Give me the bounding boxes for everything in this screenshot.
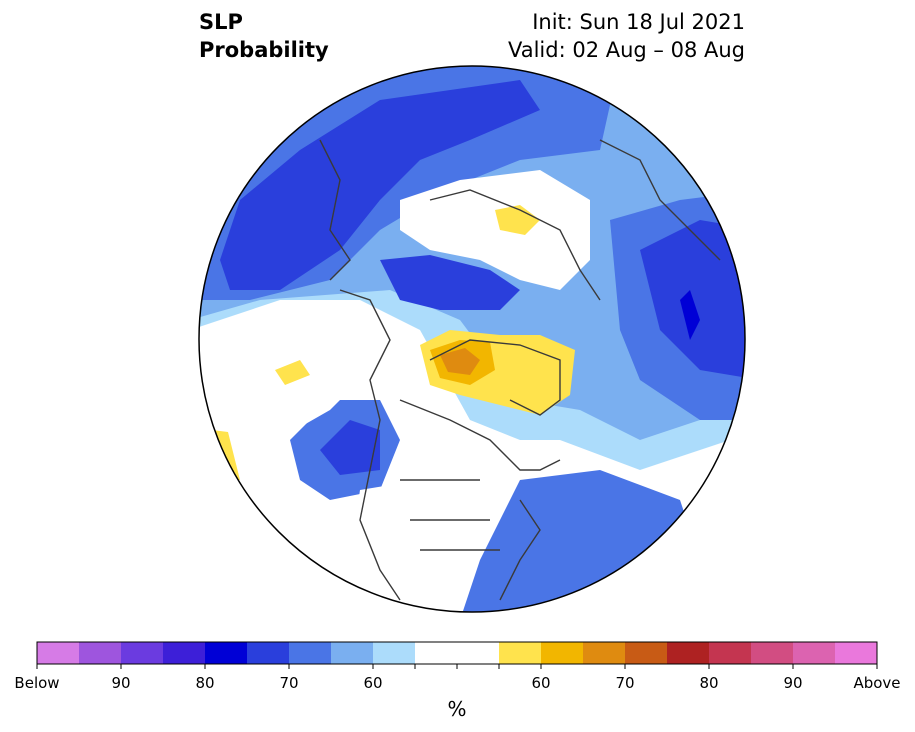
colorbar-swatch — [37, 642, 80, 664]
colorbar-swatch — [667, 642, 710, 664]
colorbar-tick-label: Below — [14, 674, 59, 692]
colorbar-swatch — [373, 642, 416, 664]
map-boundary — [198, 65, 746, 613]
colorbar-tick-label: Above — [853, 674, 900, 692]
colorbar-ticks: Below 90 80 70 60 60 70 80 90 Above — [14, 664, 901, 692]
colorbar-unit: % — [447, 697, 466, 721]
colorbar-tick-label: 70 — [279, 674, 298, 692]
colorbar-frame — [36, 641, 878, 665]
colorbar-swatch — [247, 642, 290, 664]
colorbar-tick-label: 70 — [615, 674, 634, 692]
map-title: SLP Probability — [199, 8, 329, 64]
colorbar-tick-label: 90 — [111, 674, 130, 692]
colorbar-tick-label: 60 — [531, 674, 550, 692]
colorbar-swatch — [415, 642, 500, 664]
valid-range: Valid: 02 Aug – 08 Aug — [507, 38, 745, 62]
colorbar-tick-label: 80 — [699, 674, 718, 692]
title-line-2: Probability — [199, 38, 329, 62]
init-date: Init: Sun 18 Jul 2021 — [532, 10, 745, 34]
colorbar-swatch — [121, 642, 164, 664]
colorbar-swatch — [835, 642, 878, 664]
colorbar-swatch — [205, 642, 248, 664]
colorbar-swatch — [541, 642, 584, 664]
colorbar-swatch — [583, 642, 626, 664]
coastlines — [319, 139, 721, 601]
colorbar-swatch — [163, 642, 206, 664]
colorbar-swatch — [751, 642, 794, 664]
colorbar-tick-label: 90 — [783, 674, 802, 692]
colorbar-swatch — [625, 642, 668, 664]
colorbar-swatch — [709, 642, 752, 664]
map-dates: Init: Sun 18 Jul 2021 Valid: 02 Aug – 08… — [508, 8, 745, 64]
colorbar-swatch — [289, 642, 332, 664]
title-line-1: SLP — [199, 10, 243, 34]
colorbar-tick-label: 80 — [195, 674, 214, 692]
colorbar-swatch — [331, 642, 374, 664]
polar-map — [198, 65, 746, 613]
colorbar-swatch — [499, 642, 542, 664]
colorbar-swatch — [79, 642, 122, 664]
colorbar-swatches — [37, 642, 878, 664]
colorbar-swatch — [793, 642, 836, 664]
colorbar-tick-label: 60 — [363, 674, 382, 692]
